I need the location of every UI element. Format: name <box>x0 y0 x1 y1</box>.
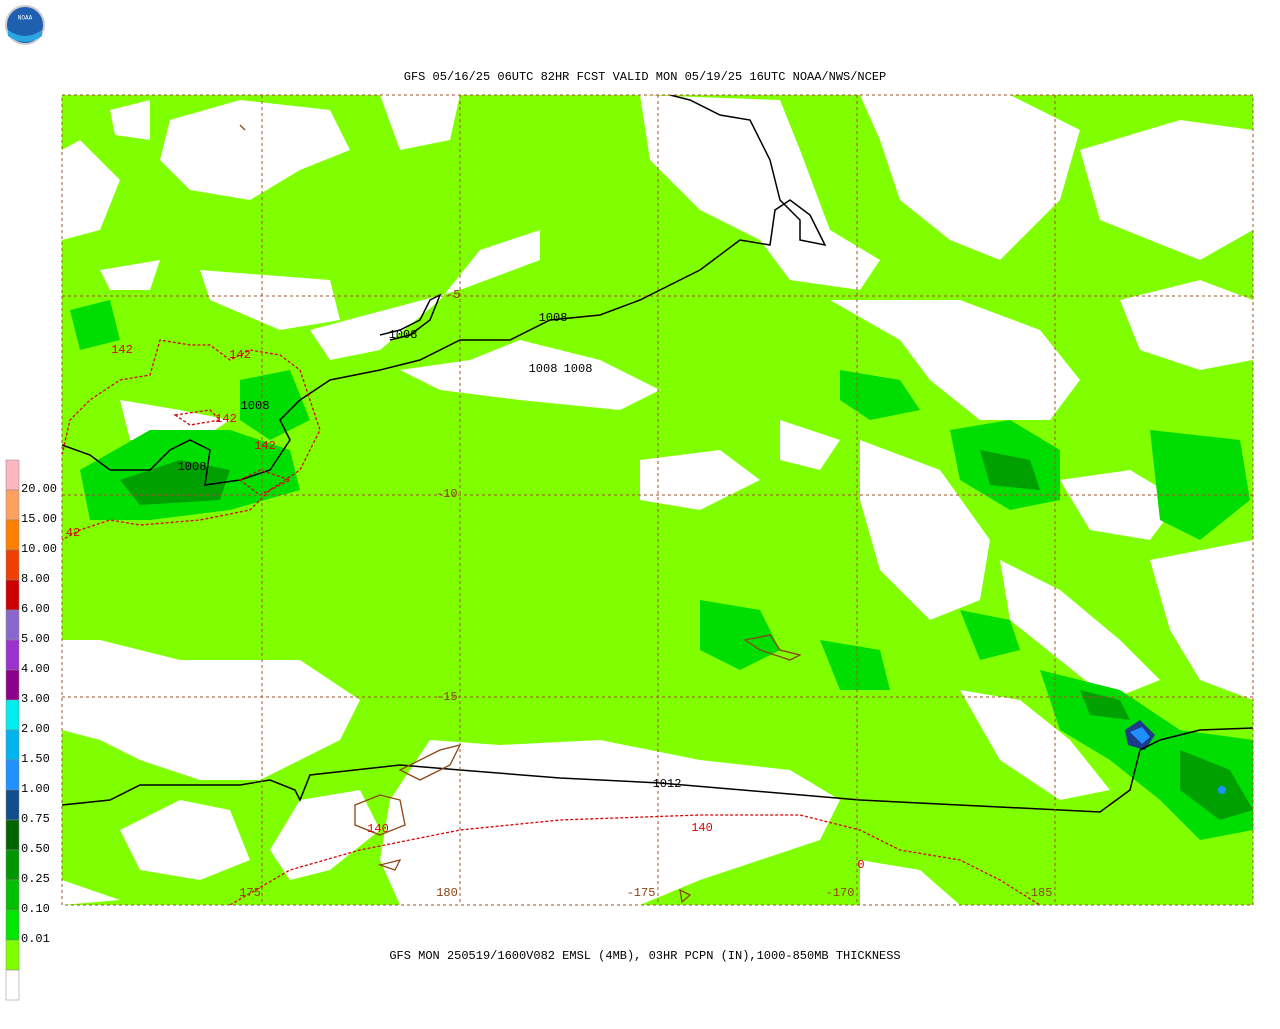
colorbar-swatch <box>5 519 20 551</box>
thickness-label: 0 <box>857 858 864 872</box>
colorbar-swatch <box>5 819 20 851</box>
colorbar-label: 2.00 <box>21 722 50 736</box>
logo-text: NOAA <box>18 15 33 22</box>
graticule <box>61 94 1254 906</box>
colorbar-label: 5.00 <box>21 632 50 646</box>
colorbar: 20.00 15.00 10.00 8.00 6.00 5.00 4.00 3.00 2.00 1… <box>5 459 57 1001</box>
noaa-logo: NOAA <box>5 5 45 45</box>
lon-label: 180 <box>436 886 458 900</box>
pressure-label: 1008 <box>178 460 207 474</box>
lon-label: -185 <box>1024 886 1053 900</box>
colorbar-label: 0.75 <box>21 812 50 826</box>
colorbar-swatch <box>5 879 20 911</box>
caption: GFS MON 250519/1600V082 EMSL (4MB), 03HR… <box>389 949 900 963</box>
colorbar-swatch <box>5 849 20 881</box>
colorbar-label: 0.01 <box>21 932 50 946</box>
colorbar-label: 6.00 <box>21 602 50 616</box>
colorbar-swatch <box>5 969 20 1001</box>
coastlines <box>239 124 802 904</box>
colorbar-swatch <box>5 909 20 941</box>
thickness-label: 140 <box>691 821 713 835</box>
thickness-label: 140 <box>367 822 389 836</box>
colorbar-swatch <box>5 549 20 581</box>
colorbar-label: 20.00 <box>21 482 57 496</box>
colorbar-label: 8.00 <box>21 572 50 586</box>
colorbar-label: 10.00 <box>21 542 57 556</box>
lat-label: -15 <box>436 690 458 704</box>
colorbar-swatch <box>5 759 20 791</box>
colorbar-swatch <box>5 639 20 671</box>
colorbar-swatch <box>5 729 20 761</box>
lat-label: -5 <box>446 288 460 302</box>
lon-label: -175 <box>627 886 656 900</box>
colorbar-label: 1.50 <box>21 752 50 766</box>
colorbar-swatch <box>5 789 20 821</box>
pressure-label: 1008 <box>241 399 270 413</box>
map-labels: -5 -10 -15 175 180 -175 -170 -185 1008 1008 1008 10… <box>66 288 1053 900</box>
colorbar-swatch <box>5 489 20 521</box>
thickness-label: 142 <box>111 343 133 357</box>
pressure-label: 1008 <box>529 362 558 376</box>
colorbar-swatch <box>5 699 20 731</box>
pressure-label: 1012 <box>653 777 682 791</box>
title: GFS 05/16/25 06UTC 82HR FCST VALID MON 0… <box>404 70 886 84</box>
colorbar-swatch <box>5 579 20 611</box>
colorbar-label: 0.10 <box>21 902 50 916</box>
pressure-label: 1008 <box>564 362 593 376</box>
colorbar-swatch <box>5 669 20 701</box>
thickness-label: 142 <box>215 412 237 426</box>
thickness-label: 42 <box>66 526 80 540</box>
thickness-label: 142 <box>229 348 251 362</box>
colorbar-label: 3.00 <box>21 692 50 706</box>
thickness-contours <box>62 339 1041 905</box>
pressure-label: 1008 <box>539 311 568 325</box>
intense-precip <box>1125 720 1226 794</box>
thickness-label: 142 <box>254 439 276 453</box>
colorbar-label: 0.50 <box>21 842 50 856</box>
colorbar-swatch <box>5 939 20 971</box>
logo-wave <box>8 30 42 42</box>
pressure-label: 1008 <box>389 328 418 342</box>
no-precip-areas <box>62 95 1253 905</box>
heavy-precip <box>120 450 1253 820</box>
lon-label: 175 <box>239 886 261 900</box>
colorbar-label: 1.00 <box>21 782 50 796</box>
colorbar-label: 0.25 <box>21 872 50 886</box>
colorbar-label: 15.00 <box>21 512 57 526</box>
lat-label: -10 <box>436 487 458 501</box>
colorbar-swatch <box>5 459 20 491</box>
lon-label: -170 <box>826 886 855 900</box>
colorbar-swatch <box>5 609 20 641</box>
colorbar-label: 4.00 <box>21 662 50 676</box>
